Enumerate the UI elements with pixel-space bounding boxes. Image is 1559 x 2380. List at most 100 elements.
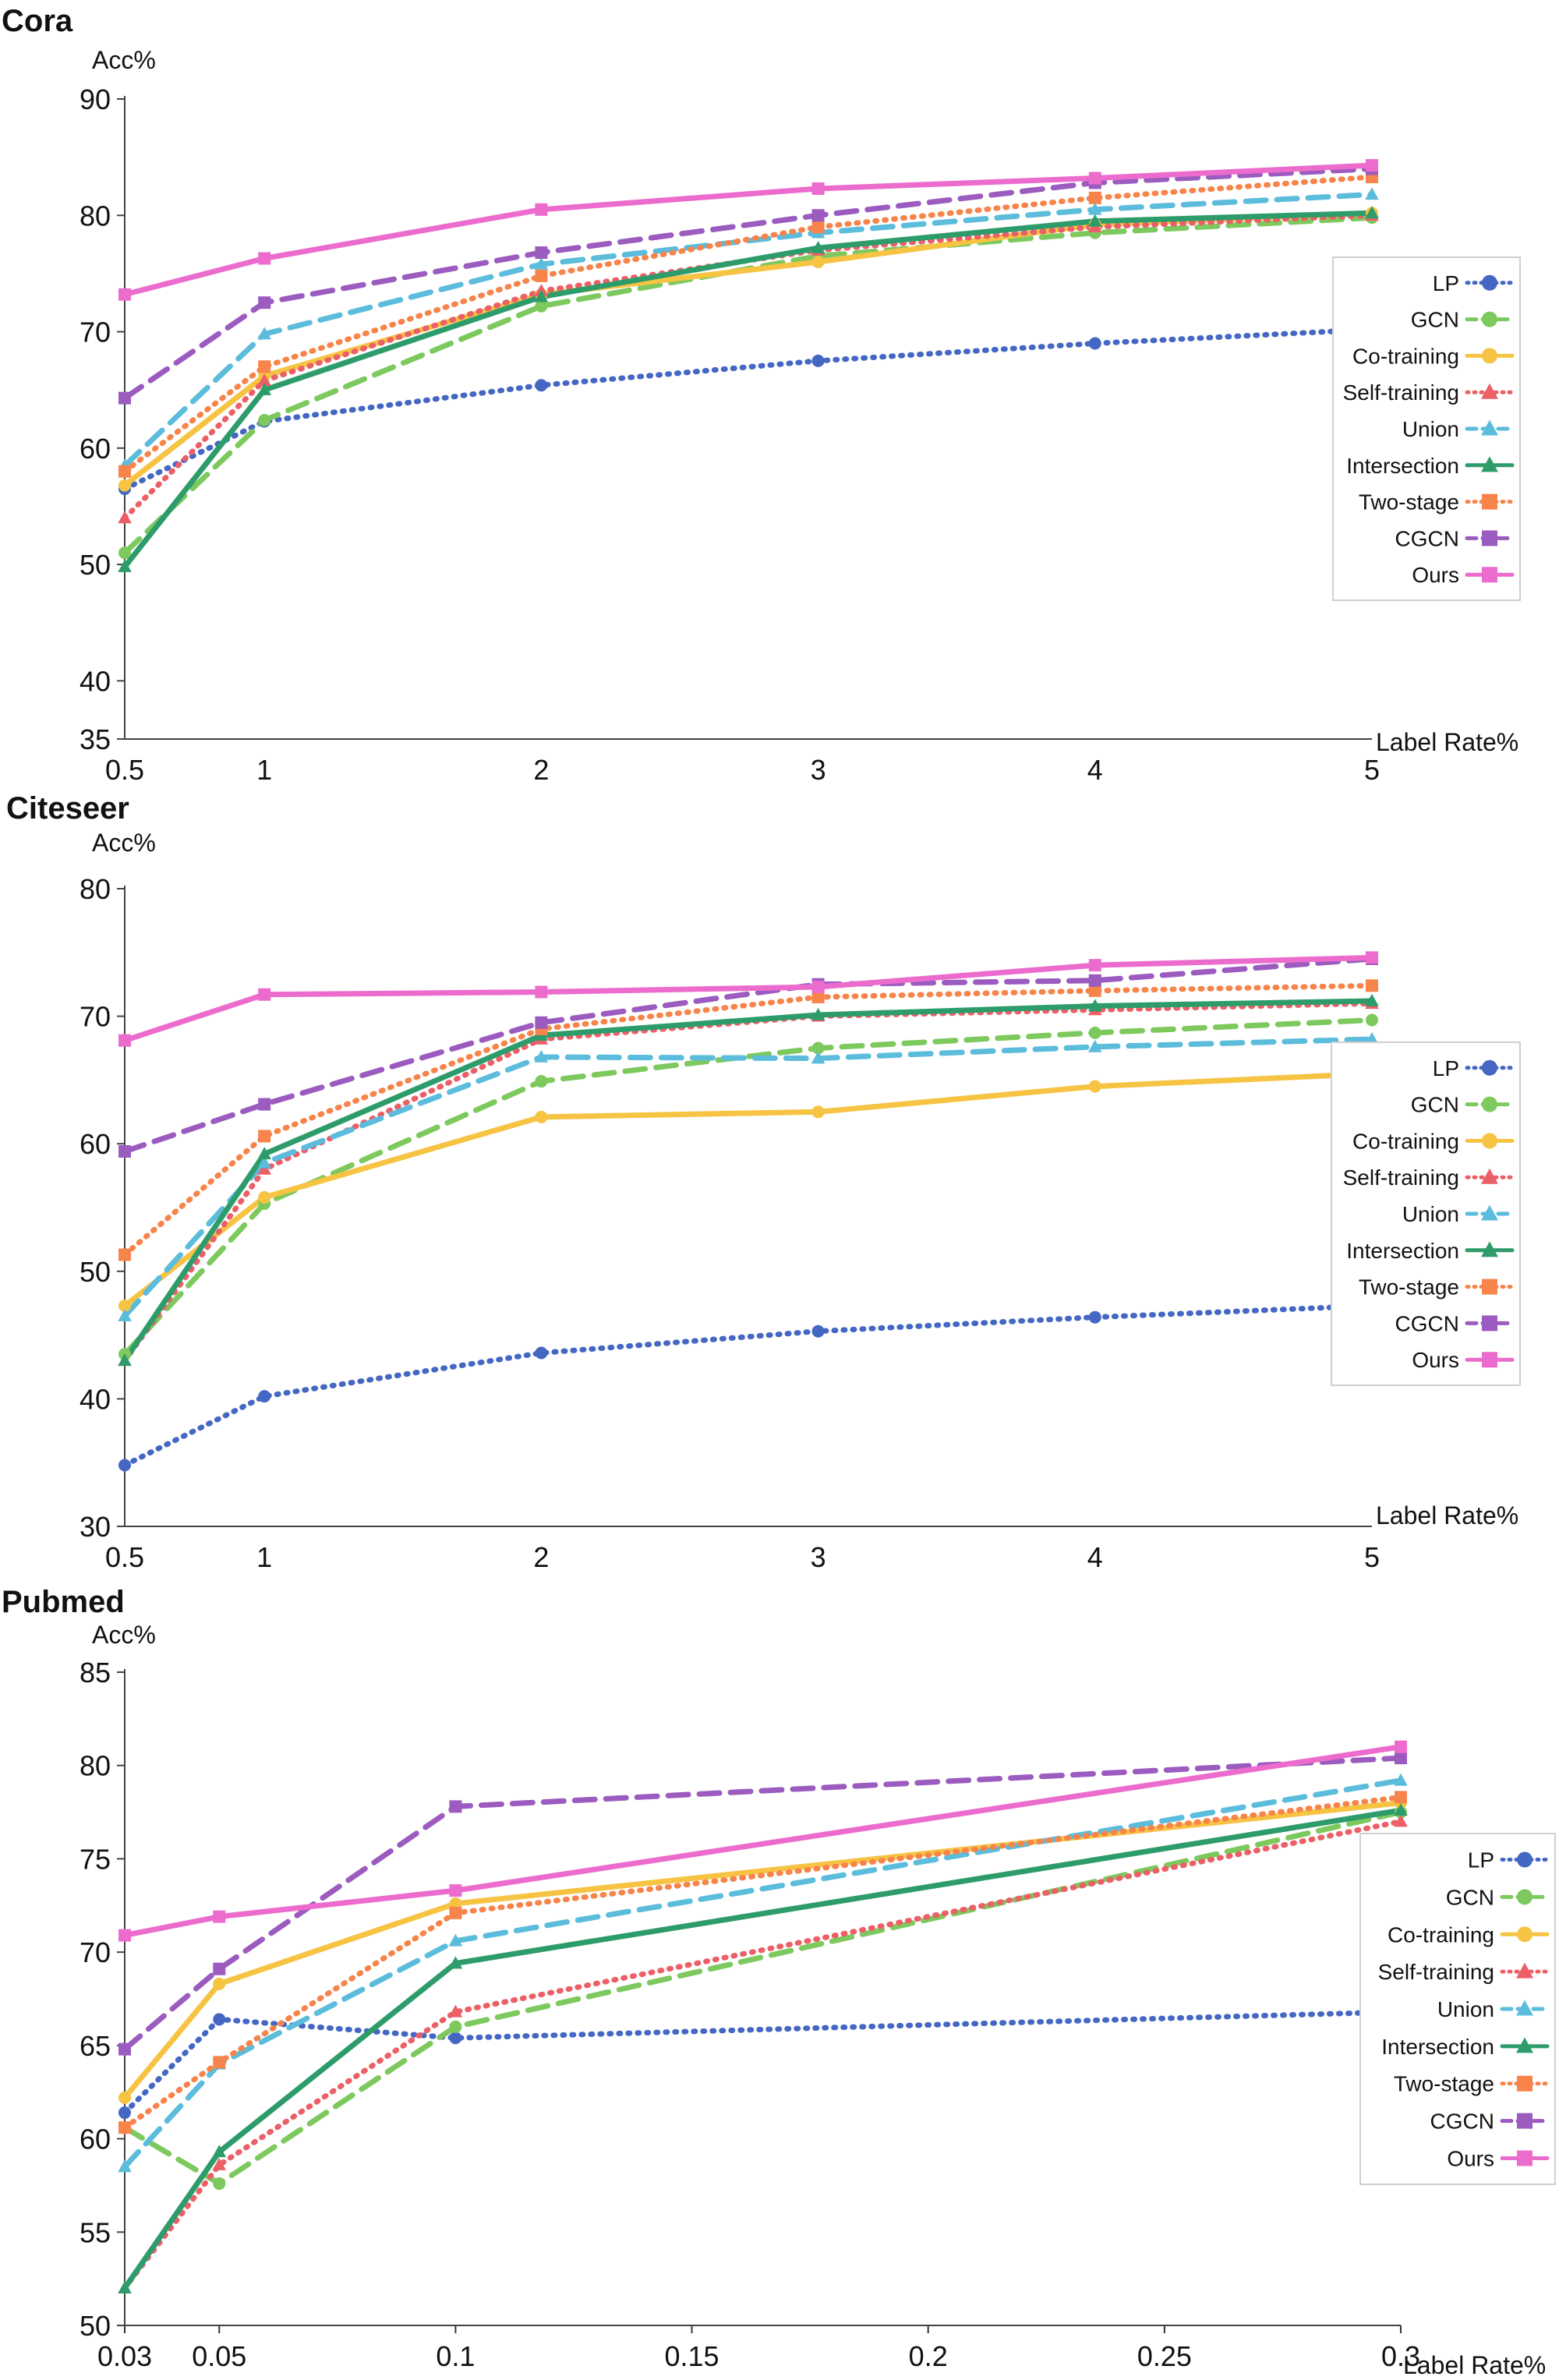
y-tick-label: 70 (80, 317, 111, 348)
series-line-intersection (122, 1807, 1404, 2291)
data-point-intersection (811, 240, 825, 253)
x-tick-label: 0.1 (436, 2340, 475, 2372)
series-line-cgcn (122, 1755, 1404, 2053)
data-point-lp (258, 1390, 271, 1403)
y-tick-label: 70 (80, 1936, 111, 1968)
series-line-ours (122, 1744, 1404, 1939)
data-point-two-stage (258, 1130, 271, 1143)
data-point-gcn (535, 299, 548, 313)
legend-marker-lp (1482, 274, 1497, 291)
data-point-union (1365, 1031, 1379, 1045)
y-tick-label: 80 (80, 200, 111, 232)
series-line-lp (122, 2009, 1404, 2116)
x-axis-label: Label Rate% (1403, 2351, 1546, 2379)
data-point-two-stage (1395, 1791, 1407, 1804)
data-point-co-training (213, 1977, 226, 1990)
x-tick-label: 4 (1087, 754, 1103, 786)
x-tick-label: 2 (533, 1541, 549, 1573)
data-point-cgcn (449, 1800, 462, 1813)
series-line-lp (122, 1303, 1375, 1468)
x-tick-label: 0.5 (105, 1541, 144, 1573)
chart-title: Pubmed (2, 1585, 125, 1619)
legend-marker-ours (1482, 1352, 1497, 1368)
legend-marker-co-training (1482, 348, 1497, 364)
data-point-intersection (1365, 993, 1379, 1006)
data-point-self-training (1394, 1814, 1408, 1827)
data-point-self-training (257, 1162, 271, 1175)
legend-label-cgcn: CGCN (1395, 1311, 1459, 1335)
data-point-two-stage (213, 2056, 226, 2069)
data-point-cgcn (118, 2042, 131, 2056)
data-point-ours (811, 980, 825, 993)
data-point-union (118, 1308, 132, 1321)
data-point-lp (535, 1346, 548, 1360)
legend-label-lp: LP (1468, 1848, 1494, 1873)
legend-marker-cgcn (1482, 1315, 1497, 1331)
data-point-intersection (212, 2145, 227, 2158)
legend-label-cgcn: CGCN (1395, 526, 1459, 550)
data-point-lp (449, 2032, 462, 2045)
data-point-cgcn (535, 246, 548, 260)
legend: LP GCN Co-training Self-training Union Inters… (1332, 256, 1521, 601)
data-point-two-stage (118, 1248, 131, 1261)
x-tick-label: 0.5 (105, 754, 144, 786)
y-tick-label: 90 (80, 83, 111, 115)
legend-label-lp: LP (1433, 1056, 1459, 1080)
x-tick-label: 3 (811, 754, 826, 786)
x-tick-label: 0.15 (665, 2340, 719, 2372)
legend-label-lp: LP (1433, 271, 1459, 295)
x-tick-label: 0.3 (1381, 2340, 1420, 2372)
data-point-two-stage (811, 991, 825, 1004)
data-point-gcn (811, 1041, 825, 1055)
legend-label-self-training: Self-training (1343, 380, 1459, 405)
data-point-gcn (535, 1075, 548, 1088)
data-point-lp (811, 1324, 825, 1338)
data-point-cgcn (118, 1145, 131, 1158)
y-tick-label: 40 (80, 1383, 111, 1415)
data-point-two-stage (811, 221, 825, 234)
series-line-gcn (122, 214, 1375, 556)
series-line-ours (122, 954, 1375, 1044)
y-tick-label: 80 (80, 1750, 111, 1782)
y-tick-label: 50 (80, 549, 111, 581)
x-tick-label: 0.05 (192, 2340, 246, 2372)
y-tick-label: 65 (80, 2030, 111, 2062)
legend-label-cgcn: CGCN (1430, 2109, 1494, 2134)
series-line-intersection (122, 998, 1375, 1363)
y-tick-label: 60 (80, 1128, 111, 1160)
data-point-intersection (118, 559, 132, 572)
legend-marker-union (1481, 419, 1498, 436)
data-point-self-training (257, 373, 271, 387)
data-point-ours (1395, 1740, 1407, 1753)
data-point-two-stage (118, 2121, 131, 2134)
series-line-two-stage (122, 174, 1375, 475)
legend-label-ours: Ours (1412, 563, 1459, 587)
legend-marker-intersection (1516, 2037, 1533, 2053)
series-line-co-training (122, 1070, 1375, 1309)
y-tick-label: 40 (80, 665, 111, 697)
data-point-cgcn (1088, 974, 1101, 987)
data-point-two-stage (535, 269, 548, 282)
data-point-intersection (448, 1956, 463, 1969)
legend-label-gcn: GCN (1411, 1093, 1459, 1117)
data-point-ours (811, 182, 825, 195)
data-point-ours (258, 252, 271, 265)
data-point-intersection (118, 1353, 132, 1367)
x-tick-label: 2 (533, 754, 549, 786)
data-point-two-stage (118, 465, 131, 478)
chart-pubmed: 0.03 0.05 0.1 0.15 0.2 0.25 0.3 50 55 60 65 70 75 80 8… (2, 1585, 1556, 2379)
legend-label-self-training: Self-training (1378, 1960, 1494, 1984)
series-line-union (122, 191, 1375, 469)
legend-marker-ours (1482, 567, 1497, 583)
legend-label-union: Union (1437, 1997, 1494, 2021)
chart-title: Citeseer (6, 791, 129, 826)
data-point-co-training (811, 255, 825, 268)
legend-marker-gcn (1482, 1096, 1497, 1112)
x-tick-label: 0.03 (97, 2340, 152, 2372)
legend-marker-intersection (1481, 1241, 1498, 1257)
legend-marker-self-training (1481, 1168, 1498, 1184)
data-point-intersection (1365, 206, 1379, 219)
data-point-co-training (258, 1190, 271, 1204)
legend-marker-lp (1482, 1059, 1497, 1076)
